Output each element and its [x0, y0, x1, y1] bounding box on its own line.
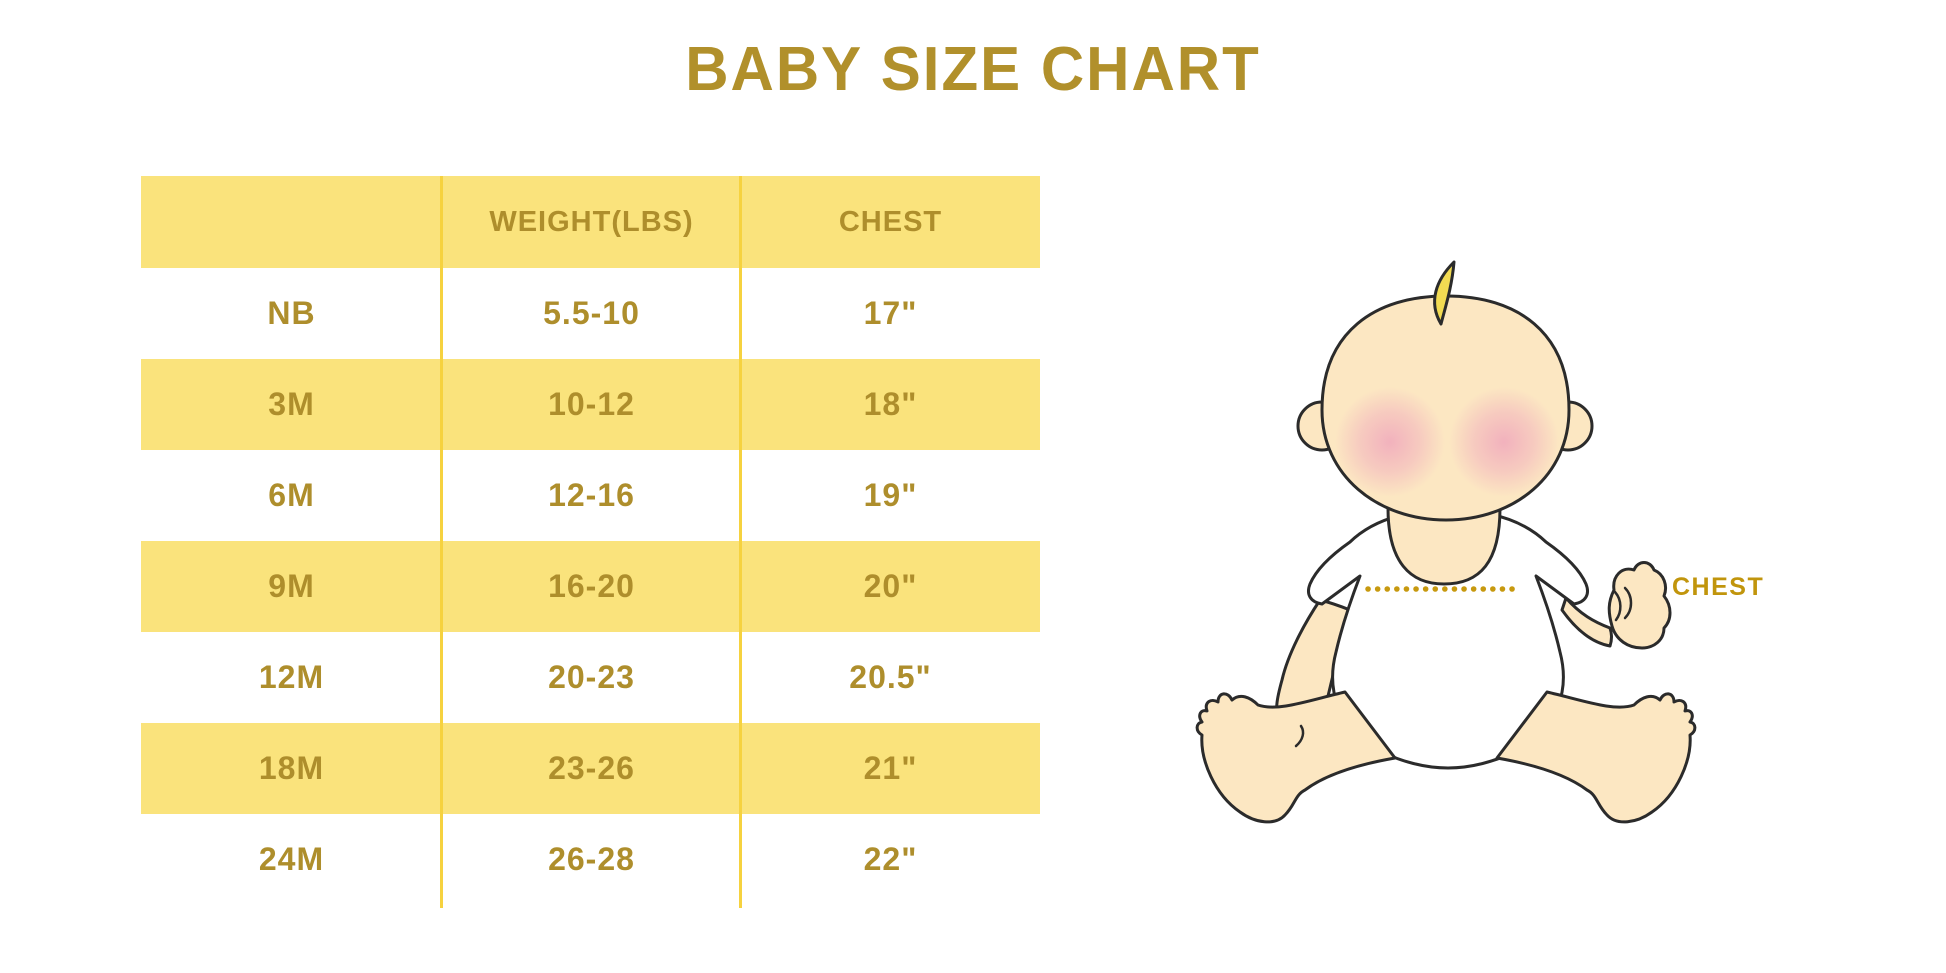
size-cell: 9M: [268, 568, 315, 604]
chest-measure-label: CHEST: [1672, 573, 1765, 601]
baby-fist: [1607, 561, 1672, 650]
table-row: 9M 16-20 20": [141, 541, 1040, 632]
weight-cell: 26-28: [548, 841, 635, 877]
table-row: 24M 26-28 22": [141, 814, 1040, 905]
header-cell-weight: WEIGHT(LBS): [489, 205, 694, 238]
baby-cheek-right: [1449, 387, 1559, 497]
chest-cell: 20.5": [849, 659, 932, 695]
size-cell: NB: [267, 295, 316, 331]
table-header-row: WEIGHT(LBS) CHEST: [141, 176, 1040, 268]
baby-illustration: [1170, 250, 1810, 850]
fist-finger-lines: [1623, 586, 1633, 620]
table-row: 3M 10-12 18": [141, 359, 1040, 450]
size-cell: 3M: [268, 386, 315, 422]
column-divider: [739, 176, 742, 908]
size-cell: 12M: [258, 659, 325, 695]
fist-finger-lines: [1613, 590, 1622, 622]
weight-cell: 20-23: [548, 659, 635, 695]
baby-leg-right: [1495, 690, 1697, 824]
baby-neck-skin: [1386, 506, 1502, 586]
size-cell: 24M: [258, 841, 325, 877]
weight-cell: 5.5-10: [543, 295, 640, 331]
header-cell-chest: CHEST: [838, 205, 943, 238]
weight-cell: 12-16: [548, 477, 635, 513]
baby-arm-right: [1560, 596, 1613, 648]
hand-finger-line: [1294, 724, 1305, 748]
chest-cell: 22": [863, 841, 918, 877]
column-divider: [440, 176, 443, 908]
baby-cheek-left: [1335, 387, 1445, 497]
table-row: NB 5.5-10 17": [141, 268, 1040, 359]
chest-cell: 21": [863, 750, 918, 786]
table-row: 6M 12-16 19": [141, 450, 1040, 541]
baby-svg: [1195, 260, 1697, 824]
header-cell-size: [141, 176, 442, 268]
size-cell: 18M: [258, 750, 325, 786]
weight-cell: 16-20: [548, 568, 635, 604]
baby-leg-left: [1195, 690, 1397, 824]
chest-cell: 18": [863, 386, 918, 422]
chest-cell: 20": [863, 568, 918, 604]
size-table: WEIGHT(LBS) CHEST NB 5.5-10 17" 3M 10-12…: [141, 176, 1040, 908]
page-title: BABY SIZE CHART: [685, 33, 1261, 104]
baby-hair-tuft: [1433, 260, 1456, 326]
chest-cell: 19": [863, 477, 918, 513]
table-row: 12M 20-23 20.5": [141, 632, 1040, 723]
weight-cell: 23-26: [548, 750, 635, 786]
chest-cell: 17": [863, 295, 918, 331]
table-row: 18M 23-26 21": [141, 723, 1040, 814]
weight-cell: 10-12: [548, 386, 635, 422]
size-cell: 6M: [268, 477, 315, 513]
